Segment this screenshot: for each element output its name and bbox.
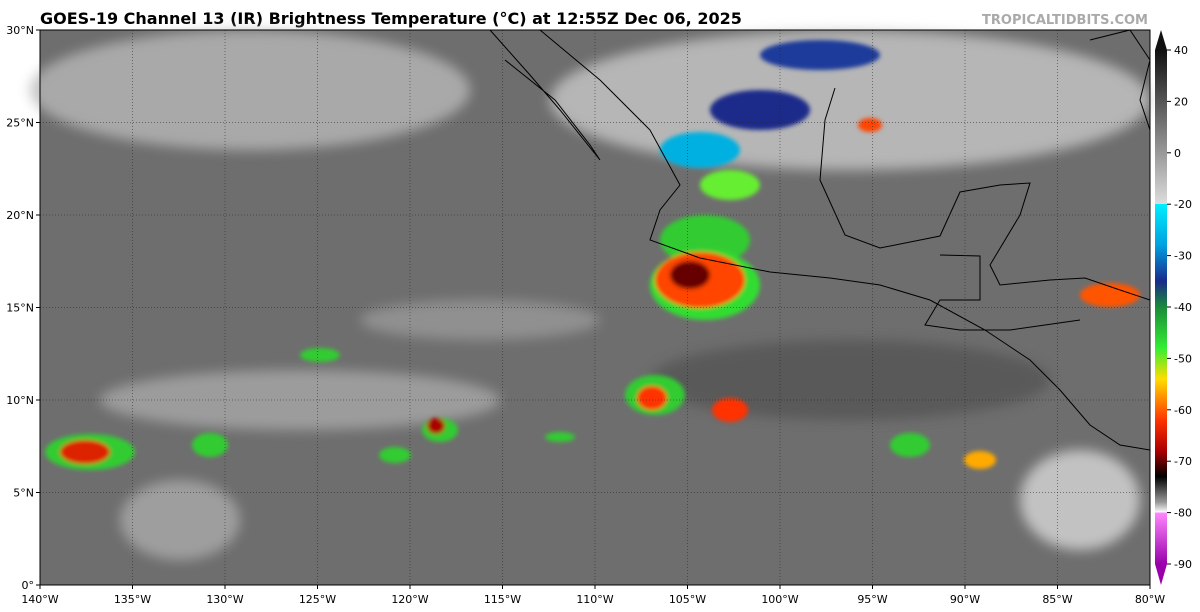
x-tick-label: 100°W (761, 593, 798, 606)
colorbar-tick-label: -40 (1174, 301, 1192, 314)
x-tick-label: 140°W (21, 593, 58, 606)
title: GOES-19 Channel 13 (IR) Brightness Tempe… (40, 9, 742, 28)
colorbar-tick-label: -70 (1174, 455, 1192, 468)
y-tick-label: 0° (22, 579, 35, 592)
x-tick-label: 120°W (391, 593, 428, 606)
colorbar-tick-label: 40 (1174, 44, 1188, 57)
y-tick-label: 10°N (6, 394, 34, 407)
y-tick-label: 20°N (6, 209, 34, 222)
x-tick-label: 115°W (484, 593, 521, 606)
y-tick-label: 30°N (6, 24, 34, 37)
colorbar-tick-label: -50 (1174, 352, 1192, 365)
x-tick-label: 105°W (669, 593, 706, 606)
colorbar-tick-label: -30 (1174, 250, 1192, 263)
y-tick-label: 5°N (13, 487, 34, 500)
colorbar-tick-label: -20 (1174, 198, 1192, 211)
credit: TROPICALTIDBITS.COM (982, 13, 1148, 28)
colorbar-tick-label: 0 (1174, 147, 1181, 160)
colorbar-tick-label: 20 (1174, 95, 1188, 108)
y-tick-label: 15°N (6, 302, 34, 315)
x-tick-label: 135°W (114, 593, 151, 606)
colorbar (1155, 30, 1167, 585)
y-tick-label: 25°N (6, 117, 34, 130)
colorbar-tick-label: -80 (1174, 507, 1192, 520)
x-tick-label: 95°W (857, 593, 887, 606)
x-tick-label: 130°W (206, 593, 243, 606)
colorbar-tick-label: -60 (1174, 404, 1192, 417)
x-tick-label: 85°W (1042, 593, 1072, 606)
x-tick-label: 125°W (299, 593, 336, 606)
x-tick-label: 90°W (950, 593, 980, 606)
x-tick-label: 80°W (1135, 593, 1165, 606)
colorbar-tick-label: -90 (1174, 558, 1192, 571)
x-tick-label: 110°W (576, 593, 613, 606)
